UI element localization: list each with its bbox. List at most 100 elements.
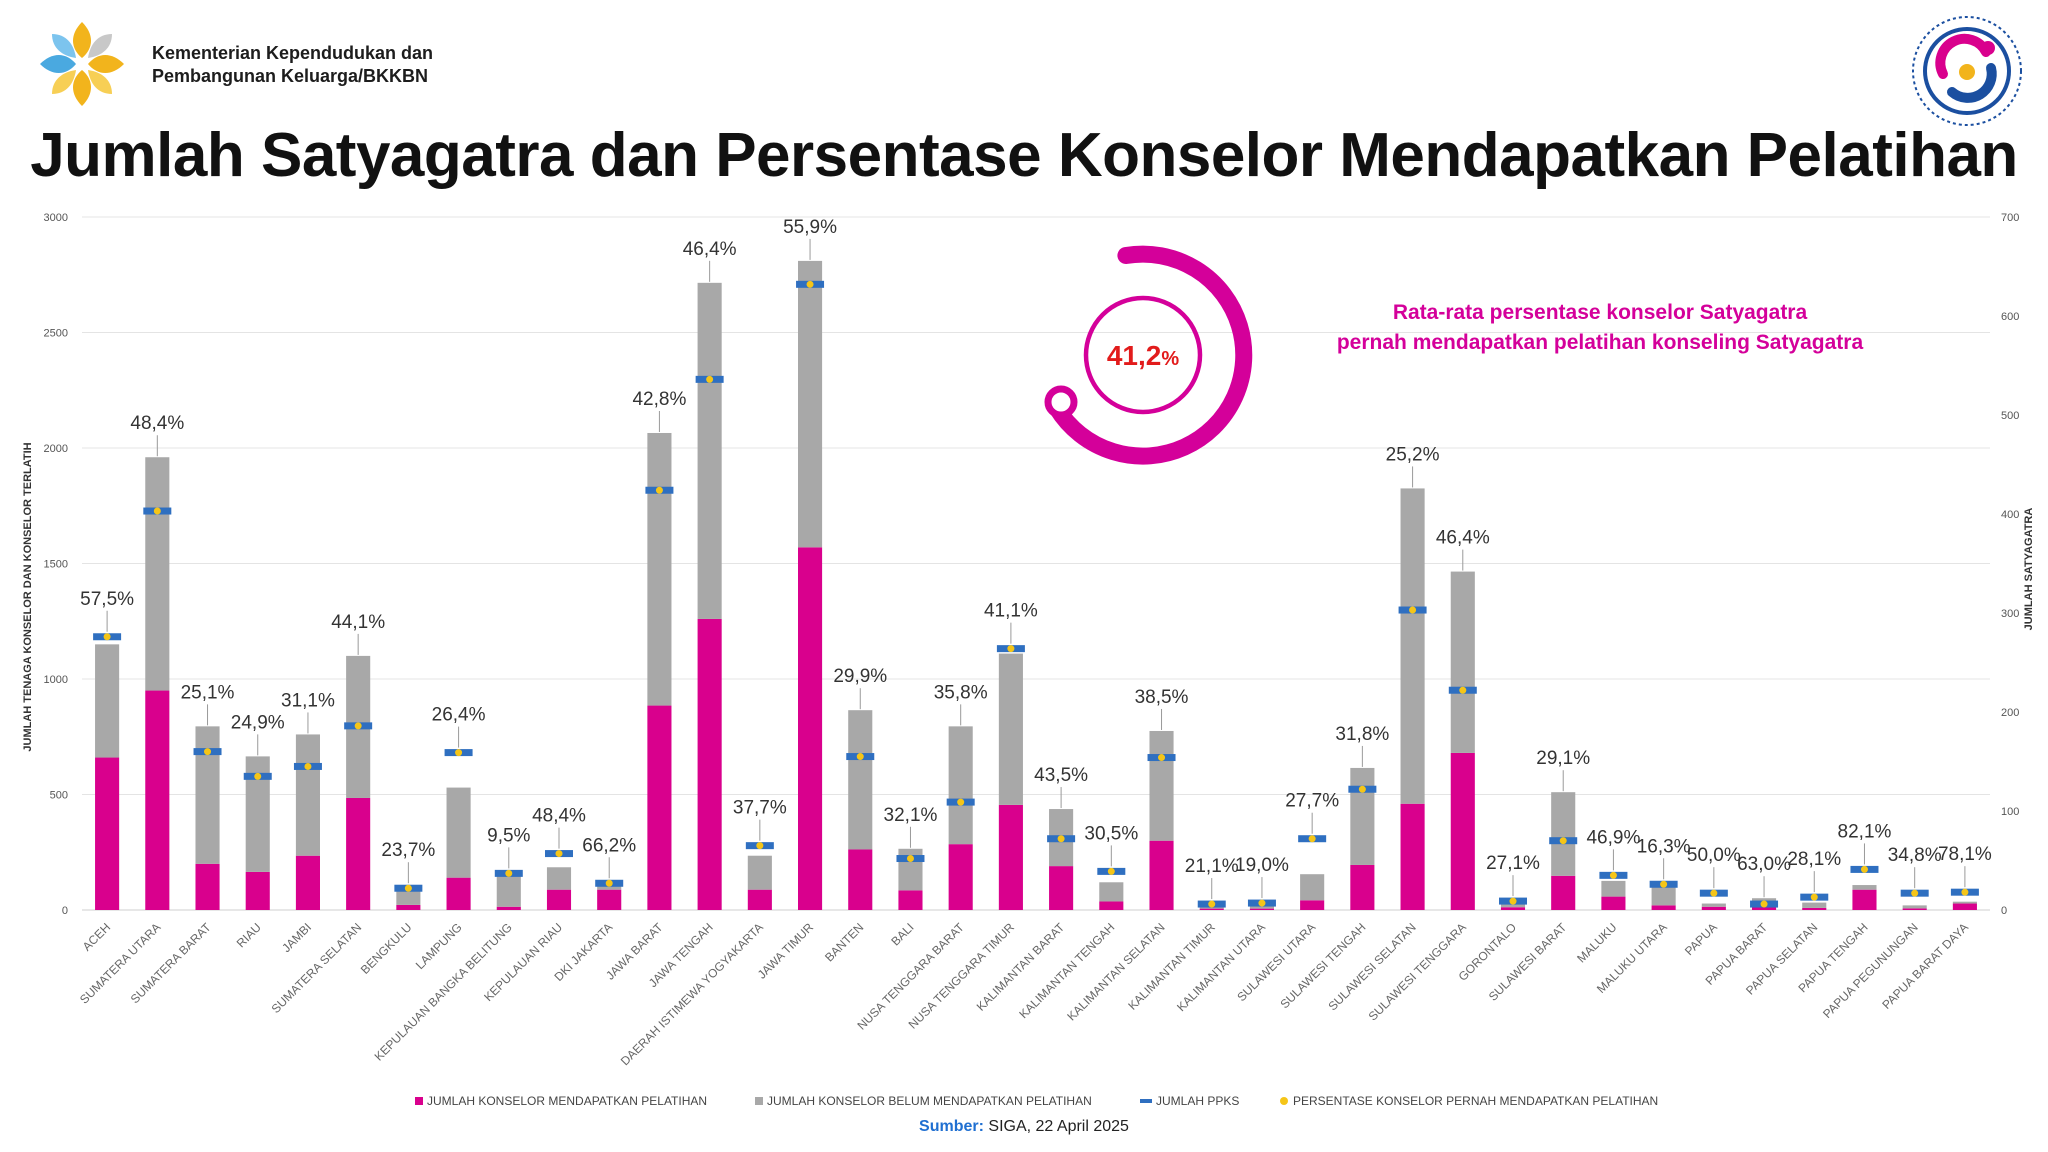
percentage-marker xyxy=(1158,754,1166,762)
source-label: Sumber: xyxy=(919,1118,984,1135)
percentage-label: 25,2% xyxy=(1386,444,1440,465)
callout-text: Rata-rata persentase konselor Satyagatra… xyxy=(1250,298,1950,358)
category-label: BENGKULU xyxy=(358,920,415,977)
percentage-label: 27,7% xyxy=(1285,791,1339,812)
legend-label-untrained: JUMLAH KONSELOR BELUM MENDAPATKAN PELATI… xyxy=(767,1094,1092,1108)
bar-trained xyxy=(1551,875,1576,910)
percentage-label: 35,8% xyxy=(934,682,988,703)
percentage-label: 43,5% xyxy=(1034,765,1088,786)
percentage-marker xyxy=(1710,889,1718,897)
legend: JUMLAH KONSELOR MENDAPATKAN PELATIHAN JU… xyxy=(415,1094,1658,1108)
bar-trained xyxy=(195,863,220,910)
bar-trained xyxy=(1651,905,1676,910)
bar-untrained xyxy=(546,867,572,890)
percentage-label: 37,7% xyxy=(733,798,787,819)
bar-untrained xyxy=(798,260,823,548)
percentage-label: 78,1% xyxy=(1938,844,1992,865)
donut-outer-arc xyxy=(1048,245,1253,465)
donut-inner-ring xyxy=(1083,295,1203,415)
bar-trained xyxy=(1500,907,1526,910)
percentage-marker xyxy=(204,748,212,756)
bar-trained xyxy=(1350,864,1375,910)
category-label: KALIMANTAN BARAT xyxy=(974,920,1068,1014)
percentage-marker xyxy=(655,486,663,494)
bar-untrained xyxy=(496,875,521,907)
category-label: RIAU xyxy=(234,920,264,950)
percentage-label: 48,4% xyxy=(532,806,586,827)
percentage-label: 55,9% xyxy=(783,217,837,238)
bar-untrained xyxy=(95,644,120,758)
source-text: SIGA, 22 April 2025 xyxy=(988,1118,1129,1135)
percentage-marker xyxy=(555,850,563,858)
percentage-label: 28,1% xyxy=(1787,849,1841,870)
page-title: Jumlah Satyagatra dan Persentase Konselo… xyxy=(30,121,2018,190)
category-label: BALI xyxy=(888,920,916,948)
bar-trained xyxy=(1300,900,1325,910)
bar-trained xyxy=(697,618,722,910)
percentage-label: 25,1% xyxy=(181,682,235,703)
bar-untrained xyxy=(145,457,170,691)
left-tick-label: 1000 xyxy=(44,674,68,686)
percentage-marker xyxy=(1509,897,1517,905)
bar-trained xyxy=(1149,840,1174,910)
bar-untrained xyxy=(1902,905,1927,909)
percentage-marker xyxy=(1911,889,1919,897)
category-label: SULAWESI TENGGARA xyxy=(1366,920,1469,1023)
right-tick-label: 700 xyxy=(2001,212,2019,224)
percentage-label: 24,9% xyxy=(231,712,285,733)
bar-untrained xyxy=(998,653,1023,805)
bar-untrained xyxy=(647,432,672,706)
percentage-marker xyxy=(1107,867,1115,875)
bar-trained xyxy=(295,855,320,910)
percentage-label: 32,1% xyxy=(884,805,938,826)
bar-untrained xyxy=(1852,885,1877,890)
percentage-label: 57,5% xyxy=(80,589,134,610)
percentage-label: 31,1% xyxy=(281,690,335,711)
percentage-label: 19,0% xyxy=(1235,855,1289,876)
percentage-marker xyxy=(455,749,463,757)
left-tick-label: 3000 xyxy=(44,212,68,224)
bar-trained xyxy=(998,804,1023,910)
bar-trained xyxy=(1852,889,1877,910)
bar-trained xyxy=(546,889,572,910)
percentage-marker xyxy=(1459,686,1467,694)
category-label: ACEH xyxy=(80,920,113,953)
bar-untrained xyxy=(1300,874,1325,901)
percentage-label: 29,1% xyxy=(1536,748,1590,769)
category-label: KALIMANTAN TENGAH xyxy=(1016,920,1117,1021)
legend-label-ppks: JUMLAH PPKS xyxy=(1156,1094,1239,1108)
category-label: SULAWESI TENGAH xyxy=(1277,920,1368,1011)
bar-untrained xyxy=(1952,901,1977,904)
left-tick-label: 500 xyxy=(50,790,68,802)
left-tick-label: 2500 xyxy=(44,328,68,340)
header: Kementerian Kependudukan dan Pembangunan… xyxy=(0,0,2048,126)
percentage-marker xyxy=(906,855,914,863)
percentage-marker xyxy=(1007,645,1015,653)
left-axis-ticks: 0 500 1000 1500 2000 2500 3000 xyxy=(44,212,68,917)
category-label: SULAWESI SELATAN xyxy=(1325,920,1418,1013)
bar-untrained xyxy=(1350,767,1375,865)
percentage-label: 29,9% xyxy=(833,666,887,687)
percentage-marker xyxy=(103,633,111,641)
category-label: KALIMANTAN TIMUR xyxy=(1125,920,1218,1013)
percentage-marker xyxy=(354,722,362,730)
percentage-marker xyxy=(605,879,613,887)
percentage-label: 27,1% xyxy=(1486,853,1540,874)
bar-trained xyxy=(1701,906,1726,910)
bars xyxy=(93,260,1979,910)
bar-trained xyxy=(396,904,421,910)
percentage-marker xyxy=(1860,865,1868,873)
bar-trained xyxy=(1952,903,1977,910)
percentage-marker xyxy=(706,375,714,383)
bar-trained xyxy=(1049,866,1074,910)
percentage-marker xyxy=(1609,871,1617,879)
right-tick-label: 500 xyxy=(2001,410,2019,422)
bar-trained xyxy=(1249,908,1274,910)
percentage-label: 50,0% xyxy=(1687,845,1741,866)
percentage-marker xyxy=(1057,835,1065,843)
percentage-label: 26,4% xyxy=(432,705,486,726)
bar-trained xyxy=(747,889,772,910)
callout-text-line1: Rata-rata persentase konselor Satyagatra xyxy=(1392,301,1808,324)
percentage-label: 38,5% xyxy=(1135,687,1189,708)
category-label: KALIMANTAN UTARA xyxy=(1174,920,1268,1014)
